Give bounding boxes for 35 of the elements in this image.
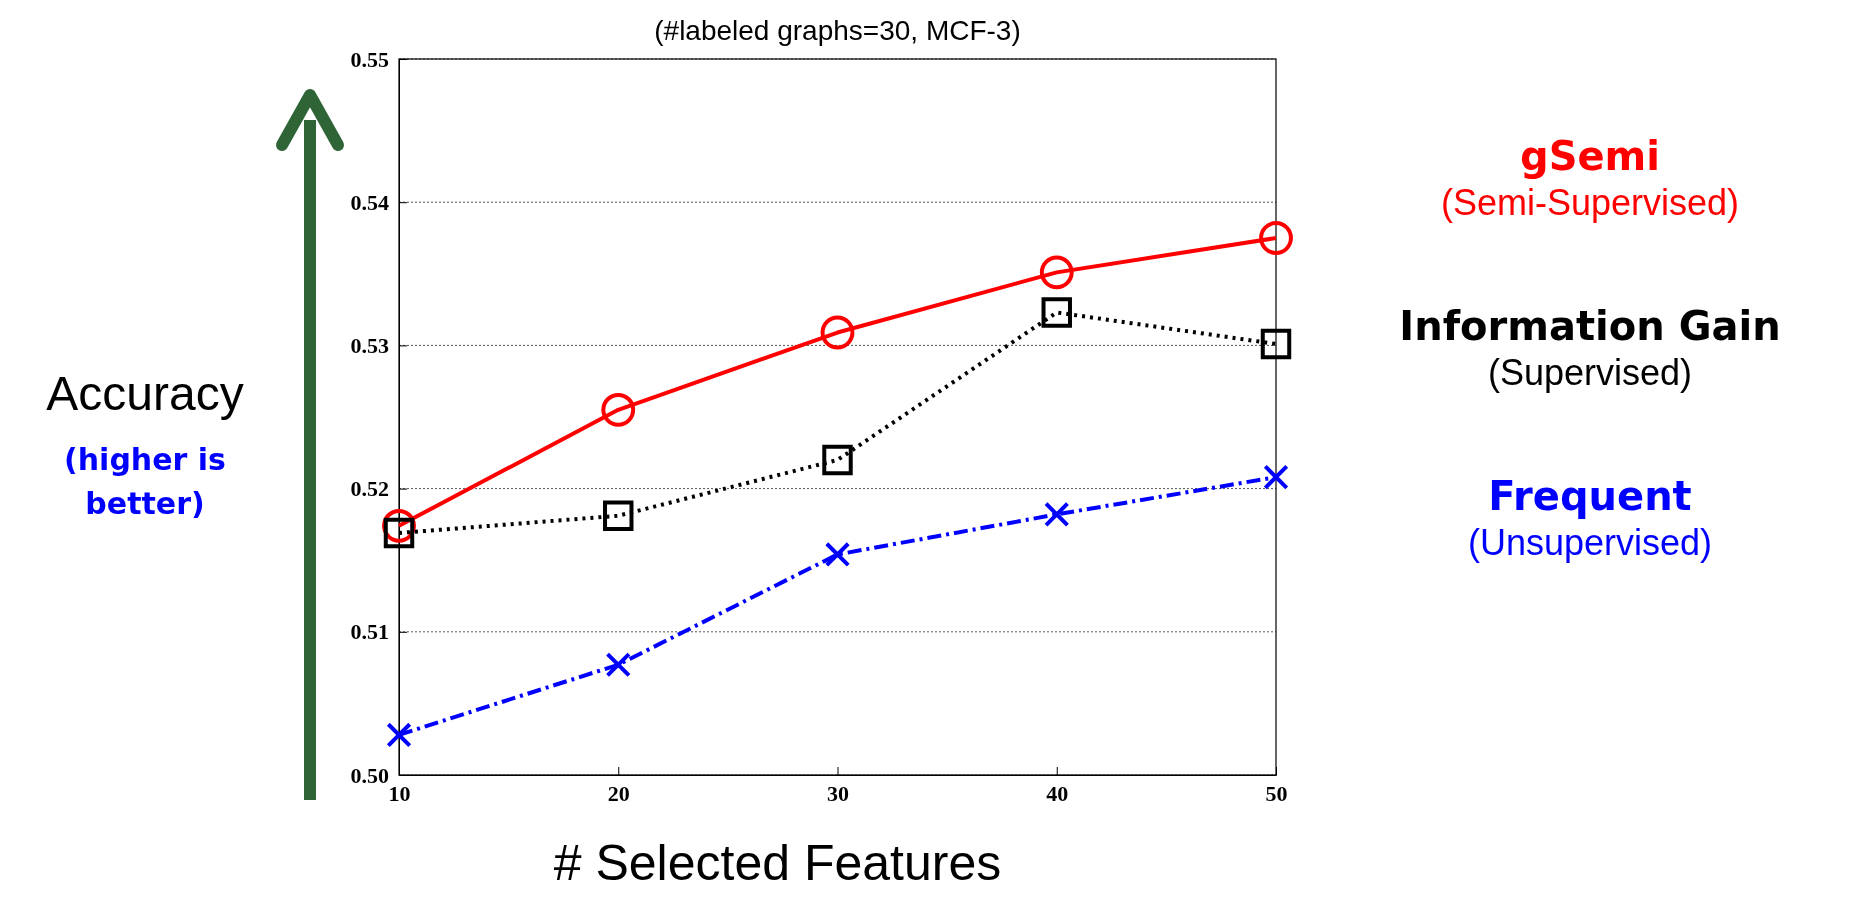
point	[601, 392, 636, 427]
y-tick-label: 0.50	[350, 762, 389, 788]
point	[1044, 501, 1070, 528]
text: gSemi	[1520, 133, 1660, 179]
point	[1041, 297, 1072, 328]
y-axis-title: Accuracy	[46, 367, 244, 420]
text: Frequent	[1488, 473, 1692, 519]
point	[824, 541, 851, 568]
point	[822, 444, 853, 476]
y-tick-label: 0.52	[350, 476, 389, 502]
x-tick-label: 20	[607, 780, 630, 806]
text: (Unsupervised)	[1467, 522, 1713, 563]
point	[383, 517, 415, 549]
x-tick-label: 40	[1046, 780, 1069, 806]
y-tick-label: 0.55	[350, 46, 389, 72]
point	[1260, 328, 1292, 360]
text: (Supervised)	[1487, 352, 1693, 393]
point	[1263, 464, 1289, 490]
point	[605, 652, 631, 678]
text: (Semi-Supervised)	[1440, 182, 1740, 223]
point	[603, 500, 634, 532]
y-tick-label: 0.54	[350, 189, 389, 215]
point	[386, 722, 412, 748]
point	[1259, 221, 1293, 255]
text: (higher is better)	[64, 442, 226, 521]
y-tick-label: 0.53	[350, 332, 389, 358]
point	[820, 315, 855, 350]
text: Information Gain	[1399, 303, 1781, 349]
x-tick-label: 50	[1265, 780, 1288, 806]
x-tick-label: 30	[827, 780, 849, 806]
chart-title: (#labeled graphs=30, MCF-3)	[654, 15, 1021, 46]
point	[1039, 255, 1074, 290]
y-tick-label: 0.51	[350, 619, 389, 645]
x-tick-label: 10	[388, 780, 411, 806]
x-axis-title: # Selected Features	[553, 835, 1002, 891]
